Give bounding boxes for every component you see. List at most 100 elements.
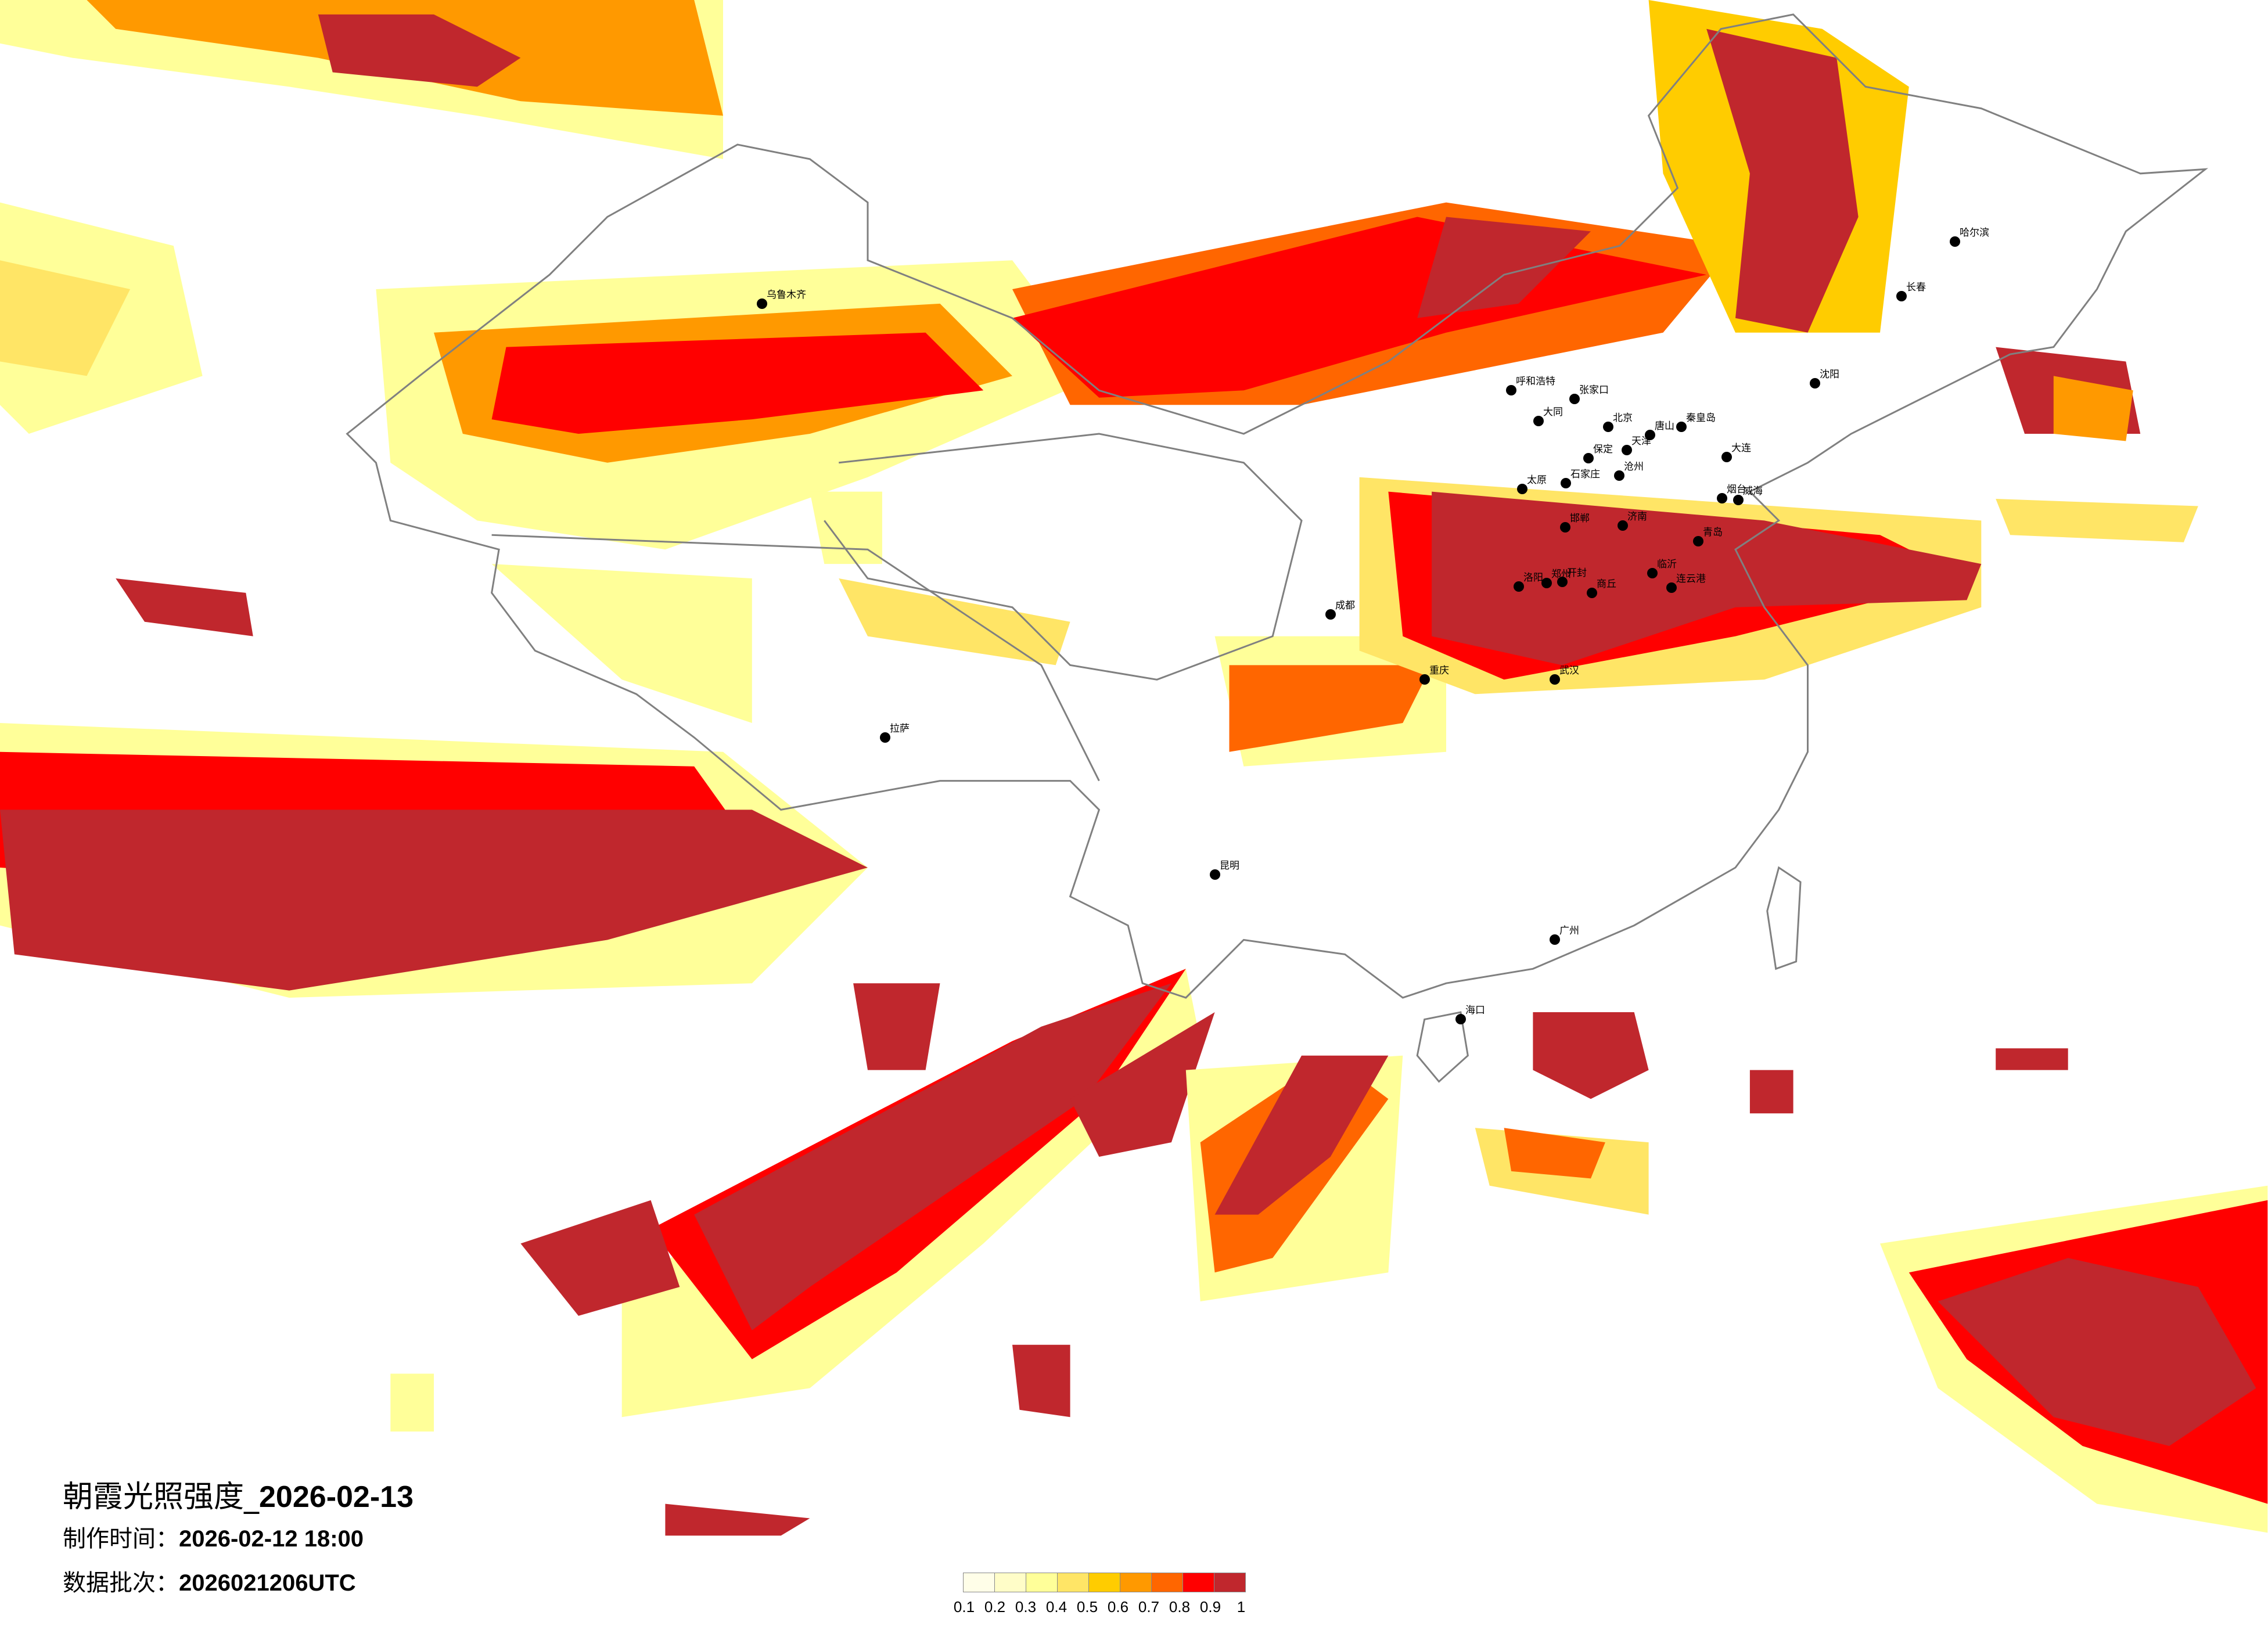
city-label: 呼和浩特 (1516, 376, 1555, 387)
city-dot (1666, 582, 1677, 593)
city-marker: 广州 (1550, 925, 1579, 945)
intensity-region (810, 491, 882, 564)
city-dot (1557, 577, 1568, 587)
city-dot (1618, 520, 1628, 531)
city-label: 唐山 (1655, 420, 1674, 432)
city-marker: 大连 (1721, 443, 1751, 462)
city-dot (1622, 445, 1632, 455)
legend-swatch (1182, 1573, 1214, 1592)
city-marker: 烟台 (1717, 484, 1746, 503)
city-dot (1517, 484, 1527, 494)
intensity-region (1229, 665, 1432, 752)
city-marker: 成都 (1325, 600, 1355, 620)
china-boundary-layer (346, 13, 2209, 1083)
made-time: 制作时间：2026-02-12 18:00 (63, 1526, 364, 1552)
city-label: 临沂 (1657, 559, 1677, 570)
intensity-region (1504, 1128, 1605, 1179)
city-label: 长春 (1906, 282, 1926, 293)
city-label: 沧州 (1624, 461, 1644, 473)
intensity-region (1533, 1012, 1649, 1099)
legend-swatch (1120, 1573, 1152, 1592)
city-marker: 哈尔滨 (1950, 227, 1989, 247)
city-marker: 唐山 (1645, 420, 1674, 440)
city-label: 青岛 (1703, 527, 1723, 538)
boundary-line (1416, 1011, 1469, 1083)
city-marker: 太原 (1517, 474, 1547, 494)
city-dot (1541, 578, 1552, 588)
intensity-region (1996, 499, 2198, 542)
city-marker: 郑州 (1541, 569, 1571, 588)
city-marker: 连云港 (1666, 573, 1706, 593)
intensity-region (1012, 1344, 1070, 1418)
city-dot (1560, 522, 1570, 533)
city-dot (1810, 378, 1820, 388)
city-label: 烟台 (1727, 484, 1746, 495)
legend-label: 0.6 (1107, 1598, 1129, 1616)
intensity-region (1432, 491, 1982, 665)
legend-label: 0.9 (1199, 1598, 1221, 1616)
legend-swatch (963, 1573, 995, 1592)
city-marker: 济南 (1618, 511, 1647, 531)
city-marker: 开封 (1557, 567, 1587, 587)
color-legend (963, 1573, 1246, 1592)
city-dot (1603, 422, 1613, 432)
city-marker: 保定 (1583, 444, 1613, 463)
city-dot (1506, 385, 1516, 395)
city-label: 重庆 (1429, 665, 1449, 677)
city-dot (1561, 478, 1571, 488)
legend-swatch (1214, 1573, 1246, 1592)
legend-label: 0.8 (1169, 1598, 1191, 1616)
boundary-line (1766, 866, 1802, 970)
city-marker: 乌鲁木齐 (757, 289, 806, 309)
city-dot (1717, 493, 1727, 503)
city-label: 哈尔滨 (1960, 227, 1989, 239)
city-marker: 洛阳 (1514, 572, 1543, 592)
city-label: 武汉 (1559, 665, 1579, 677)
city-marker: 张家口 (1569, 384, 1609, 404)
city-dot (1583, 453, 1594, 463)
city-marker: 昆明 (1210, 860, 1239, 880)
map-title: 朝霞光照强度_2026-02-13 (63, 1480, 414, 1515)
legend-label: 0.3 (1015, 1598, 1037, 1616)
intensity-region (1996, 1048, 2068, 1070)
city-label: 北京 (1613, 412, 1633, 424)
city-label: 保定 (1593, 444, 1613, 455)
city-label: 石家庄 (1570, 469, 1600, 480)
legend-label: 0.5 (1076, 1598, 1098, 1616)
legend-label: 0.1 (953, 1598, 975, 1616)
city-dot (1550, 934, 1560, 945)
intensity-region (520, 1200, 680, 1316)
city-label: 张家口 (1579, 384, 1609, 396)
city-marker: 大同 (1533, 406, 1563, 426)
intensity-region (1938, 1258, 2256, 1446)
city-label: 商丘 (1597, 578, 1616, 590)
data-batch: 数据批次：2026021206UTC (63, 1570, 356, 1596)
city-dot (1587, 588, 1597, 598)
city-label: 开封 (1567, 567, 1587, 579)
city-dot (1210, 869, 1220, 880)
city-dot (1950, 236, 1960, 247)
city-label: 太原 (1527, 474, 1547, 486)
city-label: 乌鲁木齐 (767, 289, 806, 301)
city-marker: 威海 (1733, 485, 1763, 505)
intensity-region (1070, 1012, 1215, 1157)
city-dot (1550, 674, 1560, 685)
city-label: 成都 (1335, 600, 1355, 611)
city-marker: 海口 (1455, 1005, 1485, 1024)
city-label: 海口 (1465, 1005, 1485, 1016)
intensity-region (491, 332, 984, 434)
city-label: 邯郸 (1570, 513, 1590, 524)
city-marker: 临沂 (1647, 559, 1677, 578)
city-dot (1533, 416, 1544, 426)
legend-swatch (1057, 1573, 1089, 1592)
legend-swatch (1088, 1573, 1120, 1592)
city-dot (1325, 609, 1336, 620)
intensity-region (694, 983, 1171, 1330)
city-label: 洛阳 (1523, 572, 1543, 584)
city-label: 昆明 (1220, 860, 1239, 872)
city-marker: 秦皇岛 (1676, 412, 1716, 432)
boundary-line (491, 534, 1100, 782)
boundary-line (346, 13, 2209, 999)
